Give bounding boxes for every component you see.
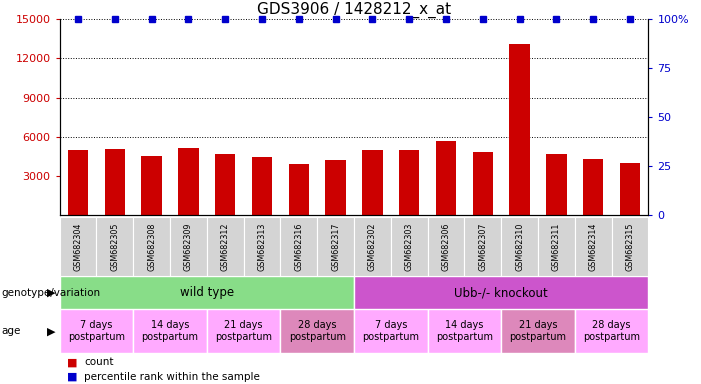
- Text: GSM682311: GSM682311: [552, 223, 561, 271]
- Bar: [391, 217, 428, 276]
- Bar: [142, 156, 162, 215]
- Bar: [207, 217, 244, 276]
- Bar: [252, 157, 272, 215]
- Text: genotype/variation: genotype/variation: [1, 288, 100, 298]
- Bar: [104, 149, 125, 215]
- Bar: [133, 217, 170, 276]
- Bar: [583, 159, 604, 215]
- Text: 28 days
postpartum: 28 days postpartum: [289, 320, 346, 342]
- Bar: [289, 164, 309, 215]
- Text: ▶: ▶: [47, 288, 55, 298]
- Bar: [280, 309, 354, 353]
- Bar: [472, 152, 493, 215]
- Text: GSM682316: GSM682316: [294, 223, 304, 271]
- Text: GSM682313: GSM682313: [257, 223, 266, 271]
- Text: 21 days
postpartum: 21 days postpartum: [215, 320, 272, 342]
- Text: 28 days
postpartum: 28 days postpartum: [583, 320, 640, 342]
- Text: age: age: [1, 326, 21, 336]
- Text: 7 days
postpartum: 7 days postpartum: [68, 320, 125, 342]
- Text: GSM682305: GSM682305: [110, 222, 119, 271]
- Bar: [354, 217, 391, 276]
- Bar: [465, 217, 501, 276]
- Text: GSM682315: GSM682315: [625, 222, 634, 271]
- Text: GSM682303: GSM682303: [404, 223, 414, 271]
- Bar: [325, 160, 346, 215]
- Bar: [436, 141, 456, 215]
- Text: count: count: [84, 358, 114, 367]
- Bar: [97, 217, 133, 276]
- Text: GSM682312: GSM682312: [221, 222, 230, 271]
- Text: GSM682309: GSM682309: [184, 222, 193, 271]
- Text: 14 days
postpartum: 14 days postpartum: [436, 320, 493, 342]
- Bar: [215, 154, 236, 215]
- Bar: [354, 276, 648, 309]
- Text: 14 days
postpartum: 14 days postpartum: [142, 320, 198, 342]
- Bar: [501, 309, 575, 353]
- Text: percentile rank within the sample: percentile rank within the sample: [84, 372, 260, 382]
- Text: 21 days
postpartum: 21 days postpartum: [510, 320, 566, 342]
- Bar: [510, 44, 530, 215]
- Bar: [612, 217, 648, 276]
- Bar: [60, 309, 133, 353]
- Bar: [546, 154, 566, 215]
- Text: GSM682307: GSM682307: [478, 222, 487, 271]
- Bar: [207, 309, 280, 353]
- Text: ■: ■: [67, 358, 77, 367]
- Bar: [317, 217, 354, 276]
- Bar: [428, 309, 501, 353]
- Bar: [60, 276, 354, 309]
- Bar: [501, 217, 538, 276]
- Bar: [178, 149, 198, 215]
- Title: GDS3906 / 1428212_x_at: GDS3906 / 1428212_x_at: [257, 2, 451, 18]
- Text: GSM682314: GSM682314: [589, 223, 598, 271]
- Text: GSM682317: GSM682317: [331, 222, 340, 271]
- Bar: [399, 150, 419, 215]
- Bar: [538, 217, 575, 276]
- Bar: [133, 309, 207, 353]
- Text: GSM682308: GSM682308: [147, 223, 156, 271]
- Bar: [575, 309, 648, 353]
- Text: GSM682310: GSM682310: [515, 223, 524, 271]
- Text: GSM682302: GSM682302: [368, 222, 377, 271]
- Text: 7 days
postpartum: 7 days postpartum: [362, 320, 419, 342]
- Bar: [170, 217, 207, 276]
- Text: wild type: wild type: [179, 286, 234, 299]
- Bar: [575, 217, 612, 276]
- Bar: [428, 217, 465, 276]
- Text: ▶: ▶: [47, 326, 55, 336]
- Bar: [68, 151, 88, 215]
- Text: ■: ■: [67, 372, 77, 382]
- Bar: [60, 217, 97, 276]
- Bar: [280, 217, 317, 276]
- Text: GSM682306: GSM682306: [442, 223, 451, 271]
- Text: Ubb-/- knockout: Ubb-/- knockout: [454, 286, 548, 299]
- Bar: [244, 217, 280, 276]
- Bar: [362, 150, 383, 215]
- Bar: [354, 309, 428, 353]
- Bar: [620, 164, 640, 215]
- Text: GSM682304: GSM682304: [74, 223, 83, 271]
